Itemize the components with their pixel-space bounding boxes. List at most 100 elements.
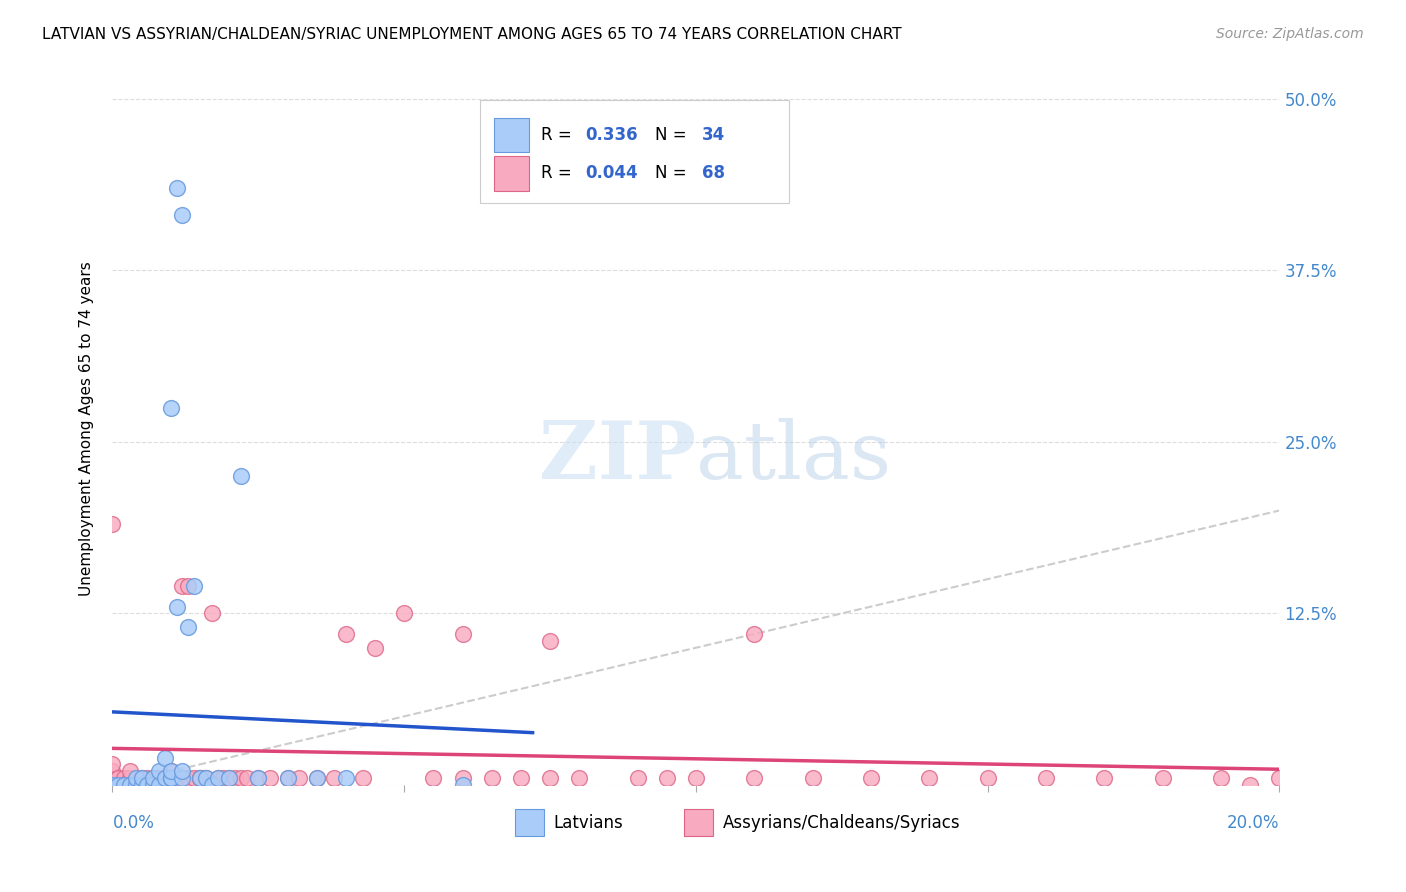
FancyBboxPatch shape (494, 156, 529, 191)
Point (188, 771, 211, 785)
FancyBboxPatch shape (494, 118, 529, 152)
Text: N =: N = (655, 164, 692, 182)
Point (101, 771, 124, 785)
Point (801, 771, 824, 785)
Point (247, 771, 270, 785)
Point (112, 771, 135, 785)
Point (166, 599, 188, 614)
Text: ZIP: ZIP (538, 417, 696, 496)
Point (131, 771, 153, 785)
Point (125, 778, 148, 792)
Point (172, 771, 194, 785)
Point (218, 771, 240, 785)
Point (188, 771, 211, 785)
Text: 68: 68 (702, 164, 725, 182)
Point (136, 771, 159, 785)
Point (335, 627, 357, 641)
Point (107, 778, 129, 792)
FancyBboxPatch shape (515, 809, 544, 837)
Y-axis label: Unemployment Among Ages 65 to 74 years: Unemployment Among Ages 65 to 74 years (79, 260, 94, 596)
Point (131, 771, 153, 785)
Text: Source: ZipAtlas.com: Source: ZipAtlas.com (1216, 27, 1364, 41)
Point (259, 771, 281, 785)
Point (177, 771, 200, 785)
Text: 0.336: 0.336 (585, 126, 638, 144)
Point (224, 771, 246, 785)
Point (538, 771, 561, 785)
Point (183, 771, 205, 785)
Point (1268, 771, 1291, 785)
Point (305, 771, 328, 785)
Point (160, 771, 183, 785)
Point (172, 209, 194, 223)
Point (364, 640, 387, 655)
Point (451, 771, 474, 785)
Point (160, 764, 183, 779)
Point (112, 778, 135, 792)
Point (107, 771, 129, 785)
Point (177, 579, 200, 593)
Point (148, 778, 170, 792)
Point (172, 579, 194, 593)
Point (1035, 771, 1057, 785)
Point (201, 607, 224, 621)
Text: 20.0%: 20.0% (1227, 814, 1279, 831)
Point (153, 771, 176, 785)
FancyBboxPatch shape (479, 100, 789, 203)
Point (160, 771, 183, 785)
Point (305, 771, 328, 785)
Point (451, 778, 474, 792)
Point (183, 579, 205, 593)
Point (118, 764, 141, 779)
FancyBboxPatch shape (685, 809, 713, 837)
Text: 0.0%: 0.0% (112, 814, 155, 831)
Point (207, 771, 229, 785)
Point (335, 771, 357, 785)
Point (918, 771, 941, 785)
Point (655, 771, 678, 785)
Point (323, 771, 346, 785)
Text: atlas: atlas (696, 417, 891, 496)
Point (742, 627, 765, 641)
Text: R =: R = (541, 126, 576, 144)
Point (148, 771, 170, 785)
Text: N =: N = (655, 126, 692, 144)
Point (288, 771, 311, 785)
Text: Latvians: Latvians (554, 814, 623, 831)
Point (188, 771, 211, 785)
Point (212, 771, 235, 785)
Point (125, 771, 148, 785)
Point (568, 771, 591, 785)
Point (229, 469, 252, 483)
Point (207, 771, 229, 785)
Point (218, 771, 240, 785)
Point (172, 764, 194, 779)
Point (422, 771, 444, 785)
Point (101, 517, 124, 532)
Point (148, 771, 170, 785)
Point (276, 771, 298, 785)
Point (153, 771, 176, 785)
Point (1094, 771, 1116, 785)
Point (177, 620, 200, 634)
Point (1239, 778, 1261, 792)
Point (118, 778, 141, 792)
Point (142, 771, 165, 785)
Point (148, 764, 170, 779)
Point (194, 771, 217, 785)
Point (153, 750, 176, 764)
Point (142, 778, 165, 792)
Point (742, 771, 765, 785)
Point (160, 771, 183, 785)
Point (131, 778, 153, 792)
Text: R =: R = (541, 164, 576, 182)
Point (685, 771, 707, 785)
Point (481, 771, 503, 785)
Point (352, 771, 374, 785)
Point (451, 627, 474, 641)
Point (160, 401, 183, 415)
Text: 0.044: 0.044 (585, 164, 638, 182)
Point (627, 771, 650, 785)
Point (201, 778, 224, 792)
Point (142, 771, 165, 785)
